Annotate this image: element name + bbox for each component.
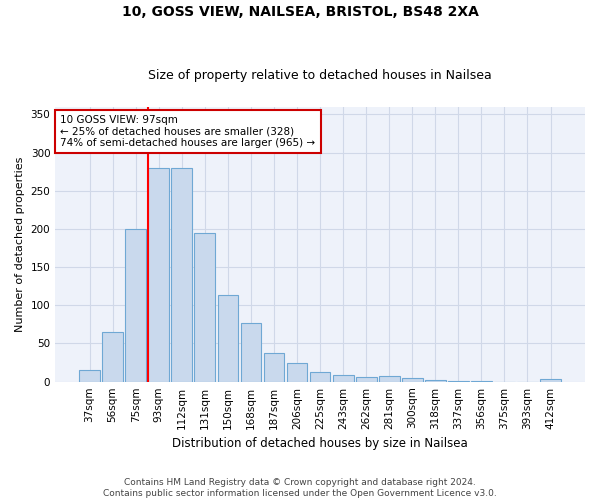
Text: 10 GOSS VIEW: 97sqm
← 25% of detached houses are smaller (328)
74% of semi-detac: 10 GOSS VIEW: 97sqm ← 25% of detached ho… — [61, 115, 316, 148]
Bar — [310, 372, 331, 382]
Bar — [102, 332, 123, 382]
Bar — [402, 378, 422, 382]
Bar — [471, 381, 492, 382]
Text: 10, GOSS VIEW, NAILSEA, BRISTOL, BS48 2XA: 10, GOSS VIEW, NAILSEA, BRISTOL, BS48 2X… — [122, 5, 478, 19]
Bar — [287, 364, 307, 382]
Title: Size of property relative to detached houses in Nailsea: Size of property relative to detached ho… — [148, 69, 492, 82]
Bar — [263, 352, 284, 382]
Bar — [79, 370, 100, 382]
Bar — [172, 168, 192, 382]
Bar — [333, 375, 353, 382]
Bar — [356, 377, 377, 382]
Bar — [148, 168, 169, 382]
Bar — [379, 376, 400, 382]
X-axis label: Distribution of detached houses by size in Nailsea: Distribution of detached houses by size … — [172, 437, 468, 450]
Bar — [194, 233, 215, 382]
Text: Contains HM Land Registry data © Crown copyright and database right 2024.
Contai: Contains HM Land Registry data © Crown c… — [103, 478, 497, 498]
Bar — [125, 229, 146, 382]
Y-axis label: Number of detached properties: Number of detached properties — [15, 156, 25, 332]
Bar — [241, 323, 262, 382]
Bar — [218, 296, 238, 382]
Bar — [540, 380, 561, 382]
Bar — [448, 381, 469, 382]
Bar — [425, 380, 446, 382]
